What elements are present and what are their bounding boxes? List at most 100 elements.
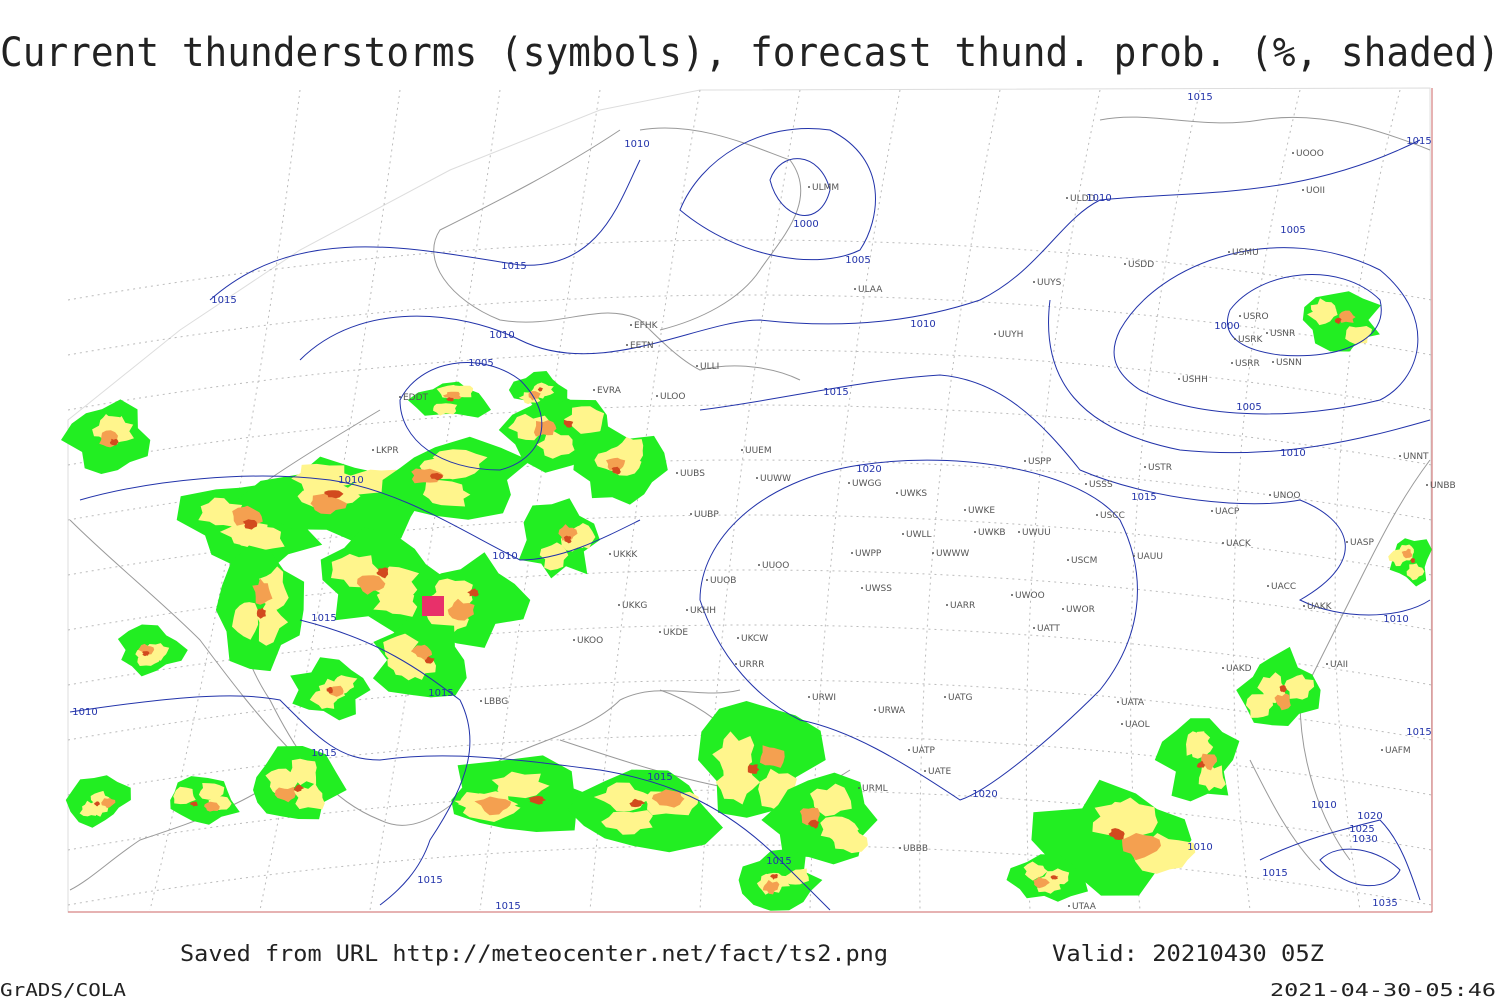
storm-area [422,480,471,507]
isobar-label: 1000 [793,219,818,230]
station-dot [874,709,876,711]
station-label: UUYS [1037,278,1062,288]
isobar [69,695,831,911]
station-label: UWPP [855,549,882,559]
storm-area [747,764,760,774]
station-label: UATE [928,767,952,777]
graticule-line [809,89,901,911]
station-dot [994,333,996,335]
station-label: UTAA [1072,902,1097,912]
isobar-label: 1010 [1086,193,1111,204]
station-dot [808,696,810,698]
storm-area [534,382,555,397]
isobar-label: 1030 [1352,834,1377,845]
station-dot [1239,315,1241,317]
station-dot [1222,542,1224,544]
station-dot [1178,378,1180,380]
storm-area [1406,563,1425,581]
storm-area [533,420,557,437]
isobar [699,459,1138,801]
station-dot [854,288,856,290]
station-dot [1302,189,1304,191]
station-label: UWKS [900,489,927,499]
station-dot [690,513,692,515]
storm-area [762,880,780,895]
station-dot [1067,559,1069,561]
station-label: UAKK [1307,602,1333,612]
storm-area [387,651,421,681]
storm-area [1339,310,1356,323]
storm-area [198,783,225,800]
station-dot [1144,466,1146,468]
station-dot [1096,514,1098,516]
station-dot [756,477,758,479]
storm-area [94,801,100,807]
station-label: USNN [1276,358,1302,368]
storm-area [173,786,196,805]
station-dot [659,631,661,633]
station-dot [1024,460,1026,462]
station-label: UAII [1330,660,1348,670]
station-label: ULAA [858,285,883,295]
station-dot [1117,701,1119,703]
station-dot [902,533,904,535]
storm-area [274,786,296,803]
graticule-line [1232,89,1301,911]
storm-area [563,535,572,544]
isobar-label: 1005 [1236,402,1261,413]
station-label: UAKD [1226,664,1252,674]
storm-area [445,397,454,402]
station-dot [696,365,698,367]
station-dot [1426,484,1428,486]
station-label: UUOB [710,576,736,586]
isobar-label: 1010 [1187,842,1212,853]
isobar [1113,247,1419,415]
storm-area [142,651,150,657]
isobar-label: 1000 [1214,321,1239,332]
station-label: USMU [1232,248,1259,258]
storm-area [138,643,155,655]
station-dot [851,552,853,554]
storm-area [474,796,512,816]
isobar-label: 1035 [1372,898,1397,909]
graticule-line [1334,89,1401,911]
station-label: UACC [1271,582,1296,592]
station-label: UASP [1350,538,1374,548]
station-label: LKPR [376,446,399,456]
station-dot [1033,281,1035,283]
source-url: Saved from URL http://meteocenter.net/fa… [180,942,888,967]
station-label: UAFM [1385,746,1411,756]
graticule-line [67,239,1433,301]
station-dot [946,604,948,606]
station-dot [737,637,739,639]
station-dot [741,449,743,451]
station-dot [1269,494,1271,496]
station-label: UAOL [1125,720,1150,730]
isobar-label: 1010 [1280,448,1305,459]
station-label: UWKB [978,528,1006,538]
station-label: UNOO [1273,491,1301,501]
storm-area [820,816,859,845]
station-dot [630,324,632,326]
storm-area [770,873,778,880]
storm-area [376,567,389,579]
map: ULMM ULAA UUYS UUYH ULDD USDD USMU UOOO UOII USRO… [61,87,1456,913]
station-label: UNBB [1430,481,1456,491]
isobar-label: 1015 [495,901,520,912]
station-label: UOII [1306,186,1325,196]
isobar-label: 1010 [1311,800,1336,811]
storm-area [1283,674,1315,700]
station-label: EFHK [634,321,659,331]
station-label: UWSS [865,584,892,594]
isobar-label: 1010 [624,139,649,150]
station-label: UKHH [690,606,716,616]
station-label: USCM [1071,556,1097,566]
isobar-label: 1015 [1406,727,1431,738]
timestamp: 2021-04-30-05:46 [1270,980,1496,1000]
isobar-label: 1005 [845,255,870,266]
station-dot [1326,663,1328,665]
station-label: UUYH [998,330,1023,340]
storm-area [198,497,243,528]
station-label: USHH [1182,375,1208,385]
